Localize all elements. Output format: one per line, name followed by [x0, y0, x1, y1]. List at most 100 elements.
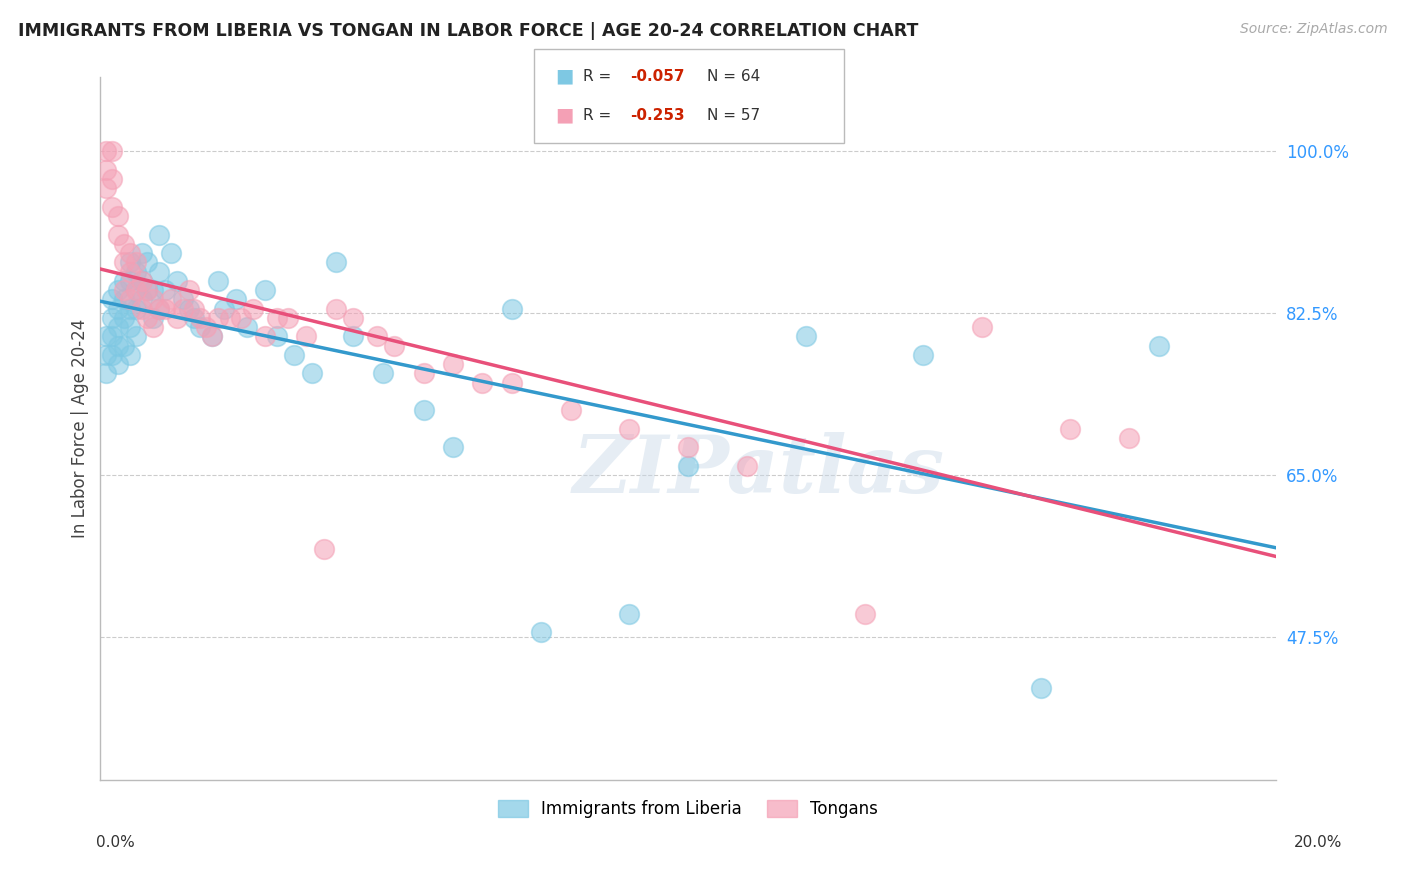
Point	[277, 310, 299, 325]
Point	[207, 310, 229, 325]
Point	[112, 310, 135, 325]
Point	[853, 607, 876, 621]
Text: Source: ZipAtlas.com: Source: ZipAtlas.com	[1240, 22, 1388, 37]
Point	[118, 265, 141, 279]
Text: N = 57: N = 57	[707, 108, 761, 123]
Point	[371, 367, 394, 381]
Point	[794, 329, 817, 343]
Point	[283, 348, 305, 362]
Point	[107, 227, 129, 242]
Point	[124, 301, 146, 316]
Point	[118, 255, 141, 269]
Point	[101, 145, 124, 159]
Point	[231, 310, 253, 325]
Point	[177, 301, 200, 316]
Point	[118, 293, 141, 307]
Point	[96, 348, 118, 362]
Point	[136, 310, 159, 325]
Point	[382, 338, 405, 352]
Point	[312, 542, 335, 557]
Point	[188, 320, 211, 334]
Point	[101, 329, 124, 343]
Point	[112, 293, 135, 307]
Point	[101, 348, 124, 362]
Point	[530, 625, 553, 640]
Point	[96, 367, 118, 381]
Point	[153, 283, 176, 297]
Point	[112, 236, 135, 251]
Point	[112, 255, 135, 269]
Point	[441, 441, 464, 455]
Point	[101, 310, 124, 325]
Point	[142, 320, 165, 334]
Point	[201, 329, 224, 343]
Point	[148, 227, 170, 242]
Point	[201, 329, 224, 343]
Point	[166, 310, 188, 325]
Point	[107, 320, 129, 334]
Text: IMMIGRANTS FROM LIBERIA VS TONGAN IN LABOR FORCE | AGE 20-24 CORRELATION CHART: IMMIGRANTS FROM LIBERIA VS TONGAN IN LAB…	[18, 22, 918, 40]
Point	[107, 338, 129, 352]
Point	[112, 274, 135, 288]
Text: ZIPatlas: ZIPatlas	[572, 433, 945, 510]
Point	[266, 310, 288, 325]
Point	[501, 376, 523, 390]
Point	[172, 301, 194, 316]
Point	[242, 301, 264, 316]
Point	[107, 283, 129, 297]
Point	[325, 301, 347, 316]
Point	[676, 458, 699, 473]
Point	[441, 357, 464, 371]
Point	[166, 274, 188, 288]
Point	[136, 283, 159, 297]
Point	[118, 320, 141, 334]
Point	[188, 310, 211, 325]
Point	[131, 301, 153, 316]
Text: R =: R =	[583, 108, 617, 123]
Point	[124, 255, 146, 269]
Point	[148, 265, 170, 279]
Point	[124, 265, 146, 279]
Point	[160, 293, 183, 307]
Point	[124, 283, 146, 297]
Point	[112, 283, 135, 297]
Point	[266, 329, 288, 343]
Point	[107, 209, 129, 223]
Point	[183, 301, 205, 316]
Point	[972, 320, 994, 334]
Point	[96, 145, 118, 159]
Point	[619, 422, 641, 436]
Point	[160, 246, 183, 260]
Point	[96, 162, 118, 177]
Point	[131, 293, 153, 307]
Text: R =: R =	[583, 69, 617, 84]
Point	[619, 607, 641, 621]
Point	[218, 310, 240, 325]
Point	[1118, 431, 1140, 445]
Point	[148, 301, 170, 316]
Point	[1147, 338, 1170, 352]
Text: 0.0%: 0.0%	[96, 836, 135, 850]
Point	[212, 301, 235, 316]
Point	[153, 301, 176, 316]
Point	[560, 403, 582, 417]
Text: -0.253: -0.253	[630, 108, 685, 123]
Point	[142, 293, 165, 307]
Point	[112, 338, 135, 352]
Point	[172, 293, 194, 307]
Point	[101, 293, 124, 307]
Point	[301, 367, 323, 381]
Point	[131, 274, 153, 288]
Point	[136, 283, 159, 297]
Point	[501, 301, 523, 316]
Point	[1029, 681, 1052, 695]
Point	[342, 310, 364, 325]
Point	[225, 293, 247, 307]
Y-axis label: In Labor Force | Age 20-24: In Labor Force | Age 20-24	[72, 319, 89, 539]
Point	[1059, 422, 1081, 436]
Point	[342, 329, 364, 343]
Point	[253, 329, 276, 343]
Point	[136, 255, 159, 269]
Legend: Immigrants from Liberia, Tongans: Immigrants from Liberia, Tongans	[492, 793, 884, 825]
Point	[118, 301, 141, 316]
